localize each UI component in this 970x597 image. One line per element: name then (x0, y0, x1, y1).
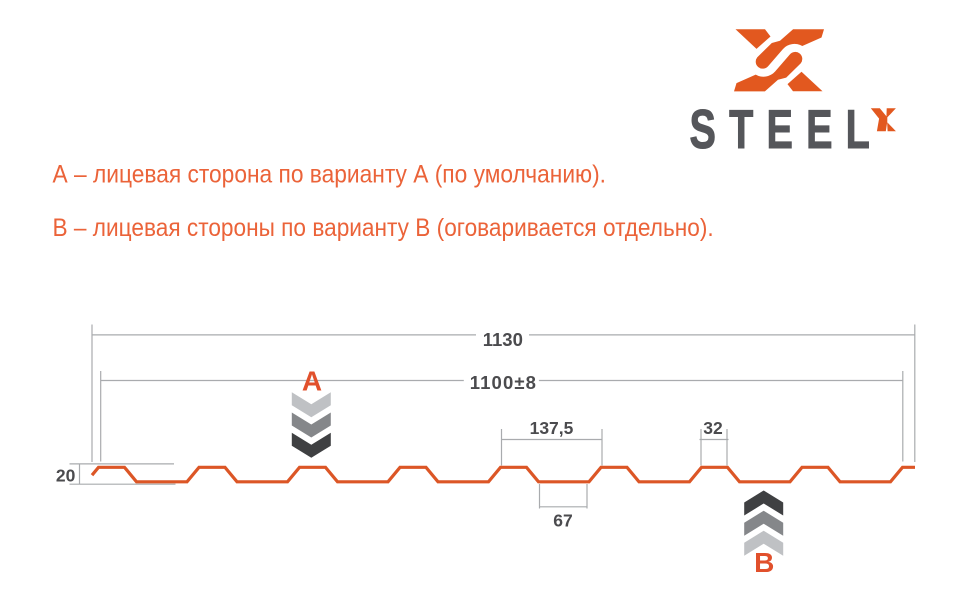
svg-text:В – лицевая стороны по вариант: В – лицевая стороны по варианту В (огова… (53, 214, 714, 242)
svg-text:1130: 1130 (483, 329, 523, 350)
svg-text:137,5: 137,5 (530, 418, 574, 438)
svg-text:STEEL: STEEL (690, 100, 870, 161)
svg-text:А: А (302, 366, 322, 397)
svg-text:1100±8: 1100±8 (470, 372, 537, 393)
svg-text:В: В (754, 547, 774, 578)
svg-text:67: 67 (553, 511, 572, 531)
svg-text:А – лицевая сторона по вариант: А – лицевая сторона по варианту А (по ум… (53, 161, 607, 189)
svg-text:20: 20 (56, 466, 76, 486)
svg-text:32: 32 (703, 418, 723, 438)
